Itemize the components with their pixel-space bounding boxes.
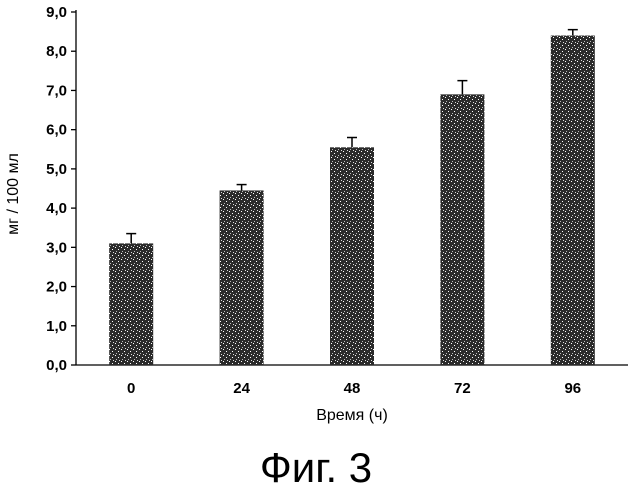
x-axis-label: Время (ч): [316, 407, 388, 424]
y-tick-label: 0,0: [46, 357, 67, 374]
y-tick-label: 4,0: [46, 200, 67, 217]
y-tick-label: 8,0: [46, 43, 67, 60]
y-tick-label: 7,0: [46, 82, 67, 99]
bar: [220, 190, 264, 365]
y-tick-label: 9,0: [46, 4, 67, 21]
y-tick-label: 2,0: [46, 279, 67, 296]
y-tick-label: 1,0: [46, 318, 67, 335]
figure-caption: Фиг. 3: [0, 443, 632, 493]
x-tick-label: 0: [127, 380, 135, 397]
bar-chart: 0,0 1,0 2,0 3,0 4,0 5,0 6,0 7,0 8,0 9,0 0 24 48 72 96…: [0, 0, 632, 440]
y-axis-label: мг / 100 мл: [5, 153, 22, 235]
bar: [330, 147, 374, 365]
x-tick-label: 72: [454, 380, 471, 397]
y-tick-label: 3,0: [46, 239, 67, 256]
bar: [440, 94, 484, 365]
bar: [551, 36, 595, 365]
bar: [109, 243, 153, 365]
x-tick-label: 96: [564, 380, 581, 397]
x-tick-label: 48: [344, 380, 361, 397]
x-axis: 0 24 48 72 96: [76, 365, 628, 397]
y-tick-label: 5,0: [46, 161, 67, 178]
y-tick-label: 6,0: [46, 122, 67, 139]
x-tick-label: 24: [233, 380, 250, 397]
bars: [109, 30, 595, 365]
y-axis: 0,0 1,0 2,0 3,0 4,0 5,0 6,0 7,0 8,0 9,0: [46, 4, 76, 374]
